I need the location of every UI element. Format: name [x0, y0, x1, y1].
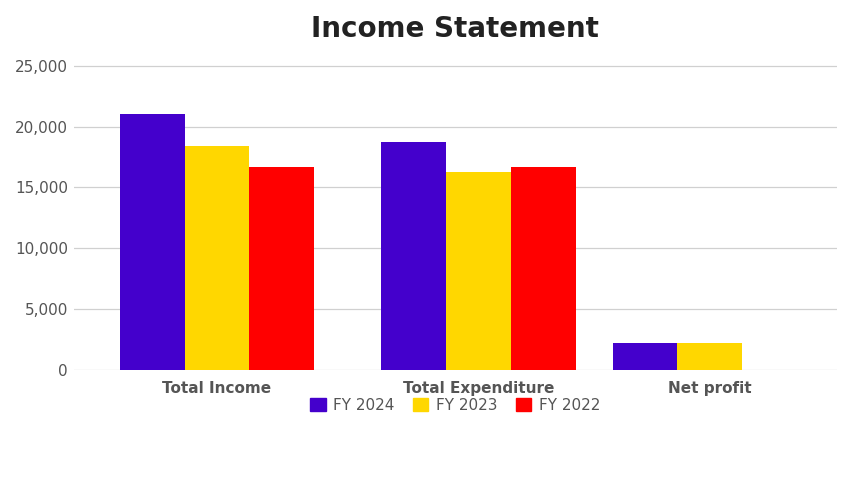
- Bar: [511, 167, 576, 370]
- Bar: [381, 143, 446, 370]
- Title: Income Statement: Income Statement: [311, 15, 599, 43]
- Bar: [446, 171, 511, 370]
- Bar: [250, 167, 314, 370]
- Bar: [613, 343, 677, 370]
- Bar: [120, 114, 185, 370]
- Bar: [185, 146, 250, 370]
- Bar: [677, 343, 742, 370]
- Legend: FY 2024, FY 2023, FY 2022: FY 2024, FY 2023, FY 2022: [304, 392, 607, 419]
